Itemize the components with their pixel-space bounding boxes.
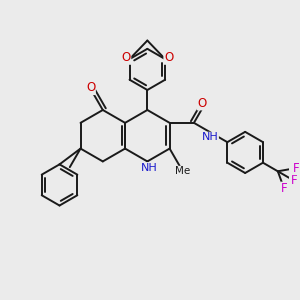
Text: O: O xyxy=(86,82,95,94)
Text: F: F xyxy=(293,162,299,175)
Text: O: O xyxy=(197,97,206,110)
Text: NH: NH xyxy=(202,132,218,142)
Text: Me: Me xyxy=(175,166,190,176)
Text: O: O xyxy=(164,51,173,64)
Text: F: F xyxy=(281,182,287,195)
Text: F: F xyxy=(291,174,297,187)
Text: O: O xyxy=(122,51,131,64)
Text: NH: NH xyxy=(140,163,157,173)
